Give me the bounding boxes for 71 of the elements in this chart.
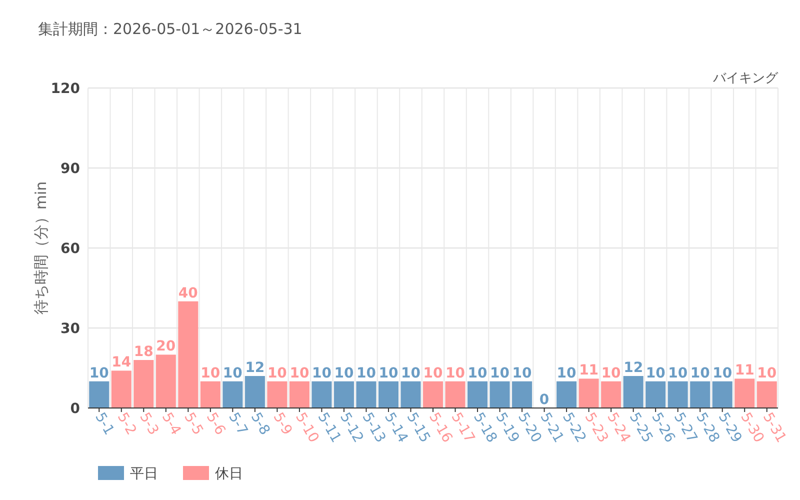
data-label: 10 (556, 365, 577, 382)
data-label: 10 (646, 365, 666, 382)
data-label: 18 (134, 344, 154, 360)
data-label: 10 (200, 365, 220, 382)
bar (222, 381, 243, 408)
data-label: 10 (356, 365, 376, 382)
bar (244, 376, 265, 408)
bar (156, 354, 176, 408)
data-label: 10 (222, 365, 243, 382)
bar (334, 381, 354, 408)
y-tick-label: 120 (50, 81, 80, 97)
data-label: 10 (267, 365, 288, 382)
bar (312, 381, 332, 408)
y-tick-label: 90 (60, 161, 80, 177)
bar (468, 381, 488, 408)
data-label: 40 (178, 285, 198, 302)
legend-label: 平日 (130, 466, 158, 482)
bar (623, 376, 644, 408)
data-label: 10 (668, 365, 688, 382)
bar (734, 378, 755, 408)
data-label: 10 (690, 365, 710, 382)
bar (690, 381, 710, 408)
y-tick-label: 0 (70, 401, 80, 417)
bar (646, 381, 666, 408)
bar (445, 381, 466, 408)
bar (668, 381, 688, 408)
bar (289, 381, 310, 408)
bar (490, 381, 510, 408)
y-axis-title: 待ち時間（分）min (32, 181, 50, 315)
bar (111, 370, 132, 408)
data-label: 10 (601, 365, 622, 382)
data-label: 10 (89, 365, 110, 382)
y-tick-label: 60 (60, 241, 80, 257)
data-label: 10 (512, 365, 532, 382)
chart-title: 集計期間：2026-05-01～2026-05-31 (38, 20, 302, 38)
bar (556, 381, 577, 408)
bar (422, 381, 444, 408)
bar (400, 381, 421, 408)
bar (200, 381, 220, 408)
data-label: 12 (624, 360, 644, 376)
bar (512, 381, 532, 408)
data-label: 10 (446, 365, 466, 382)
data-label: 10 (712, 365, 732, 382)
data-label: 10 (290, 365, 310, 382)
bar (267, 381, 288, 408)
data-label: 10 (334, 365, 354, 382)
bar (601, 381, 622, 408)
data-label: 14 (112, 354, 132, 371)
bar (712, 381, 732, 408)
bar (378, 381, 398, 408)
data-label: 10 (401, 365, 421, 382)
data-label: 11 (734, 362, 754, 379)
bar (356, 381, 376, 408)
legend-label: 休日 (215, 466, 243, 482)
bar (178, 301, 198, 408)
data-label: 11 (579, 362, 599, 379)
bar (756, 381, 777, 408)
data-label: 10 (312, 365, 332, 382)
data-label: 10 (757, 365, 777, 382)
bar (134, 360, 154, 408)
bar (89, 381, 110, 408)
data-label: 10 (468, 365, 488, 382)
data-label: 10 (378, 365, 398, 382)
y-tick-label: 30 (60, 321, 80, 337)
data-label: 10 (490, 365, 510, 382)
data-label: 10 (423, 365, 443, 382)
bar (578, 378, 599, 408)
chart-subtitle: バイキング (712, 71, 779, 86)
data-label: 12 (245, 360, 265, 376)
data-label: 0 (539, 392, 550, 408)
data-label: 20 (156, 338, 176, 355)
